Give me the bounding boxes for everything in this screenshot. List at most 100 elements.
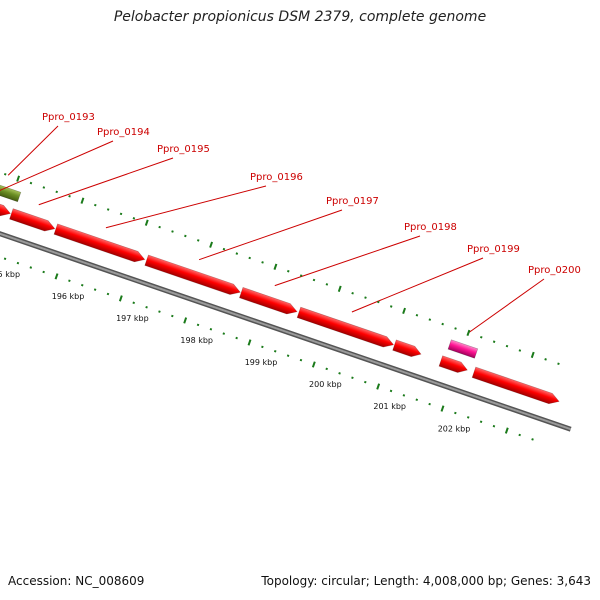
- inner-scale-tick: [364, 380, 367, 384]
- outer-scale-tick: [171, 230, 174, 233]
- gene-leader-line: [7, 125, 59, 176]
- topology-label: Topology:: [261, 574, 318, 588]
- outer-scale-tick: [209, 241, 214, 248]
- outer-scale-tick: [68, 195, 71, 198]
- inner-scale-tick: [196, 323, 200, 327]
- inner-scale-tick: [106, 292, 110, 296]
- gene-arrow-unlabelled: [392, 339, 422, 357]
- scale-kbp-label: 199 kbp: [245, 358, 278, 367]
- inner-scale-tick: [504, 427, 509, 434]
- inner-scale-tick: [518, 433, 521, 437]
- inner-scale-tick: [68, 279, 71, 283]
- outer-scale-tick: [530, 351, 535, 359]
- inner-scale-tick: [376, 383, 381, 390]
- inner-scale-tick: [118, 295, 123, 302]
- gene-label: Ppro_0196: [250, 172, 303, 183]
- outer-scale-tick: [55, 190, 58, 194]
- scale-kbp-label: 201 kbp: [373, 402, 406, 411]
- gene-ppro-0194: [0, 195, 11, 217]
- genome-stats: Topology: circular; Length: 4,008,000 bp…: [261, 574, 591, 588]
- outer-scale-tick: [94, 203, 97, 207]
- gene-ppro-0200: [447, 339, 479, 359]
- outer-scale-tick: [492, 340, 496, 343]
- inner-scale-tick: [54, 273, 59, 280]
- inner-scale-tick: [454, 411, 457, 415]
- length-label: Length:: [373, 574, 420, 588]
- gene-label: Ppro_0200: [528, 265, 581, 276]
- inner-scale-tick: [440, 405, 445, 412]
- outer-scale-tick: [402, 307, 406, 315]
- outer-scale-tick: [454, 327, 457, 330]
- inner-scale-tick: [466, 416, 470, 419]
- gene-arrow-unlabelled: [438, 355, 468, 373]
- inner-scale-tick: [415, 398, 419, 402]
- gene-leader-line: [198, 209, 343, 261]
- outer-scale-tick: [505, 344, 509, 348]
- gene-leader-line: [468, 278, 545, 334]
- inner-scale-tick: [531, 438, 534, 441]
- outer-scale-tick: [325, 283, 329, 286]
- inner-scale-tick: [299, 358, 303, 362]
- inner-scale-tick: [93, 288, 97, 291]
- outer-scale-tick: [389, 305, 393, 308]
- scale-kbp-label: 196 kbp: [52, 292, 85, 301]
- scale-kbp-label: 202 kbp: [438, 424, 471, 433]
- outer-scale-tick: [351, 291, 354, 295]
- outer-scale-tick: [235, 252, 239, 255]
- outer-scale-tick: [196, 239, 200, 242]
- outer-scale-tick: [222, 247, 226, 251]
- gene-label: Ppro_0198: [404, 222, 457, 233]
- inner-scale-tick: [428, 402, 431, 406]
- outer-scale-tick: [299, 274, 303, 277]
- outer-scale-tick: [248, 256, 251, 260]
- accession-value: NC_008609: [75, 574, 145, 588]
- inner-scale-tick: [145, 305, 148, 309]
- gene-label: Ppro_0193: [42, 112, 95, 123]
- outer-scale-tick: [132, 217, 136, 220]
- outer-scale-tick: [364, 296, 367, 299]
- gene-ppro-0198: [239, 287, 298, 315]
- inner-scale-tick: [402, 394, 406, 397]
- outer-scale-tick: [106, 208, 110, 211]
- outer-scale-tick: [544, 358, 547, 361]
- inner-scale-tick: [183, 317, 188, 324]
- inner-scale-tick: [286, 354, 290, 357]
- genes-label: Genes:: [510, 574, 553, 588]
- inner-scale-tick: [42, 270, 45, 274]
- length-value: 4,008,000 bp: [422, 574, 503, 588]
- inner-scale-tick: [16, 261, 20, 265]
- inner-scale-tick: [132, 301, 135, 305]
- scale-kbp-label: 198 kbp: [180, 336, 213, 345]
- outer-scale-tick: [518, 349, 522, 352]
- genes-value: 3,643: [556, 574, 591, 588]
- gene-ppro-0195: [9, 208, 56, 232]
- outer-scale-tick: [273, 263, 278, 270]
- outer-scale-tick: [415, 313, 419, 317]
- genome-title: Pelobacter propionicus DSM 2379, complet…: [113, 9, 487, 25]
- inner-scale-tick: [261, 345, 264, 349]
- gene-leader-line: [105, 185, 267, 229]
- outer-scale-tick: [158, 225, 161, 229]
- inner-scale-tick: [171, 314, 174, 318]
- inner-scale-tick: [3, 257, 7, 261]
- outer-scale-tick: [3, 172, 7, 176]
- outer-scale-tick: [557, 362, 560, 365]
- accession-info: Accession: NC_008609: [8, 574, 144, 588]
- gene-label: Ppro_0195: [157, 144, 210, 155]
- outer-scale-tick: [42, 186, 46, 189]
- inner-scale-tick: [492, 424, 496, 428]
- inner-scale-tick: [80, 283, 84, 287]
- sequence-backbone-highlight: [0, 232, 572, 431]
- outer-scale-tick: [80, 197, 85, 204]
- outer-scale-tick: [441, 322, 444, 326]
- outer-scale-tick: [119, 212, 123, 216]
- accession-label: Accession:: [8, 574, 72, 588]
- gene-ppro-0199: [296, 306, 395, 348]
- gene-label: Ppro_0197: [326, 196, 379, 207]
- gene-leader-line: [351, 257, 484, 313]
- gene-ppro-0197: [144, 254, 241, 295]
- outer-scale-tick: [428, 318, 432, 321]
